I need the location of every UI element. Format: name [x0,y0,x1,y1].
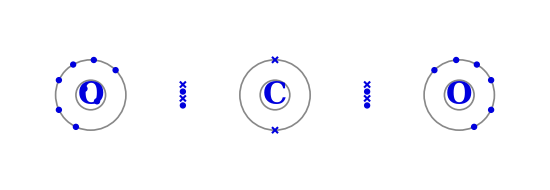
Circle shape [73,124,78,129]
Text: O: O [78,79,104,111]
Circle shape [365,89,370,94]
Circle shape [113,68,118,73]
Circle shape [180,89,185,94]
Circle shape [180,103,185,108]
Text: O: O [446,79,472,111]
Circle shape [454,58,459,63]
Circle shape [95,99,100,104]
Circle shape [91,58,96,63]
Circle shape [488,107,493,112]
Text: C: C [263,79,287,111]
Circle shape [57,78,62,83]
Circle shape [472,124,477,129]
Circle shape [474,62,479,67]
Circle shape [82,86,87,91]
Circle shape [488,78,493,83]
Circle shape [71,62,76,67]
Circle shape [365,103,370,108]
Circle shape [432,68,437,73]
Circle shape [57,107,62,112]
